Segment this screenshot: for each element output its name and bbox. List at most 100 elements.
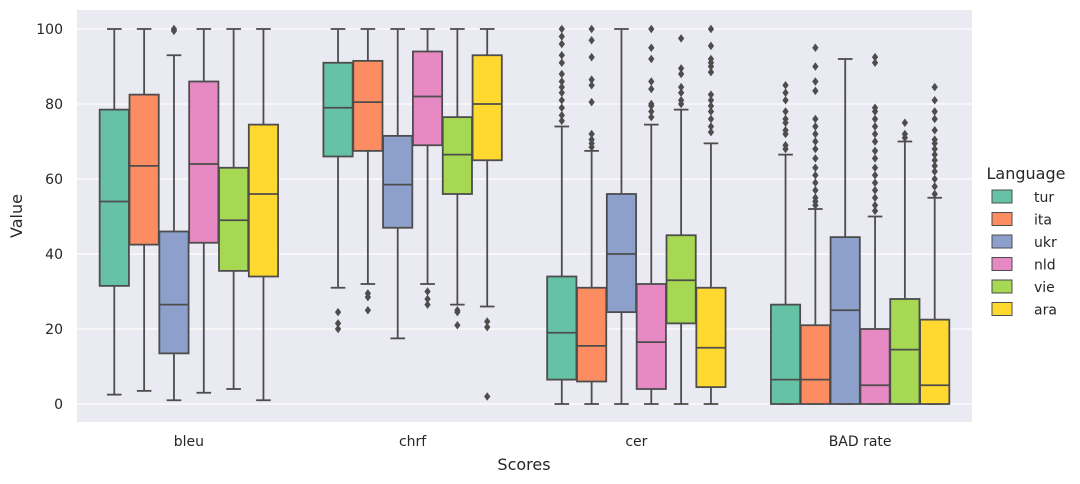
x-tick-labels: bleu chrf cer BAD rate	[174, 434, 892, 450]
outlier-point	[782, 114, 789, 124]
box-ukr-chrf	[382, 28, 414, 340]
box-marks	[98, 24, 951, 405]
outlier-point	[334, 307, 342, 317]
outlier-point	[812, 62, 819, 71]
outlier-point	[648, 84, 655, 94]
outlier-point	[871, 206, 879, 216]
outlier-point	[871, 58, 879, 67]
box-tur-cer	[546, 24, 578, 405]
iqr-box	[859, 328, 891, 405]
outlier-point	[707, 107, 715, 116]
outlier-point	[364, 306, 372, 315]
outlier-point	[558, 116, 565, 126]
outlier-point	[707, 114, 715, 124]
iqr-box	[695, 286, 727, 389]
box-ita-chrf	[352, 28, 384, 315]
outlier-point	[782, 107, 789, 116]
x-tick-label: cer	[625, 434, 647, 450]
outlier-point	[677, 34, 685, 43]
outlier-point	[364, 289, 372, 298]
outlier-point	[931, 126, 938, 135]
y-tick-label: 20	[45, 322, 63, 338]
outlier-point	[424, 294, 431, 304]
outlier-point	[677, 88, 685, 97]
iqr-box	[98, 108, 130, 287]
outlier-point	[782, 88, 789, 97]
iqr-box	[412, 50, 444, 147]
outlier-point	[484, 392, 491, 401]
iqr-box	[382, 134, 414, 229]
outlier-point	[707, 67, 715, 77]
x-axis-label: Scores	[497, 455, 550, 474]
outlier-point	[931, 144, 938, 154]
box-ita-bleu	[128, 28, 160, 392]
outlier-point	[558, 88, 565, 97]
outlier-point	[871, 193, 879, 202]
outlier-point	[707, 54, 715, 64]
outlier-point	[871, 171, 879, 180]
y-tick-label: 100	[36, 22, 63, 38]
outlier-point	[931, 82, 938, 92]
outlier-point	[484, 322, 491, 332]
outlier-point	[558, 51, 565, 60]
iqr-box	[605, 193, 637, 314]
outlier-point	[588, 75, 595, 84]
outlier-point	[812, 193, 819, 202]
iqr-box	[799, 324, 831, 405]
box-ita-cer	[576, 24, 608, 405]
legend-swatch-ara	[991, 302, 1013, 316]
box-nld-bad-rate	[859, 52, 891, 405]
outlier-point	[812, 77, 819, 86]
outlier-point	[871, 129, 879, 139]
outlier-point	[812, 154, 819, 163]
outlier-point	[707, 90, 715, 99]
outlier-point	[648, 77, 655, 86]
legend-swatch-nld	[991, 257, 1013, 271]
outlier-point	[558, 77, 565, 86]
outlier-point	[648, 107, 655, 116]
outlier-point	[558, 24, 565, 34]
outlier-point	[931, 189, 938, 199]
box-ukr-bleu	[158, 24, 190, 402]
iqr-box	[546, 275, 578, 381]
legend-swatch-ita	[991, 212, 1013, 226]
outlier-point	[782, 126, 789, 135]
outlier-point	[558, 69, 565, 79]
outlier-point	[871, 146, 879, 156]
outlier-point	[707, 24, 715, 34]
iqr-box	[218, 166, 250, 272]
outlier-point	[871, 154, 879, 163]
outlier-point	[170, 24, 178, 34]
outlier-point	[931, 107, 938, 116]
iqr-box	[352, 59, 384, 152]
outlier-point	[871, 52, 879, 62]
y-tick-label: 40	[45, 247, 63, 263]
outlier-point	[871, 114, 879, 124]
outlier-point	[334, 324, 342, 334]
x-tick-label: chrf	[399, 434, 427, 450]
outlier-point	[871, 186, 879, 195]
iqr-box	[635, 283, 667, 390]
outlier-point	[648, 112, 655, 122]
outlier-point	[677, 82, 685, 92]
outlier-point	[782, 141, 789, 150]
outlier-point	[871, 163, 879, 172]
outlier-point	[588, 135, 595, 144]
outlier-point	[871, 122, 879, 131]
iqr-box	[471, 54, 503, 162]
outlier-point	[812, 144, 819, 154]
box-ukr-cer	[605, 28, 637, 405]
outlier-point	[334, 319, 342, 328]
outlier-point	[707, 41, 715, 51]
box-vie-bad-rate	[889, 118, 921, 405]
legend-label-ita: ita	[1034, 213, 1052, 229]
outlier-point	[812, 122, 819, 131]
x-tick-label: BAD rate	[829, 434, 892, 450]
iqr-box	[441, 116, 473, 195]
outlier-point	[648, 43, 655, 52]
box-tur-chrf	[322, 28, 354, 334]
x-tick-label: bleu	[174, 434, 204, 450]
box-ara-chrf	[471, 28, 503, 401]
outlier-point	[812, 171, 819, 180]
outlier-point	[588, 24, 595, 34]
